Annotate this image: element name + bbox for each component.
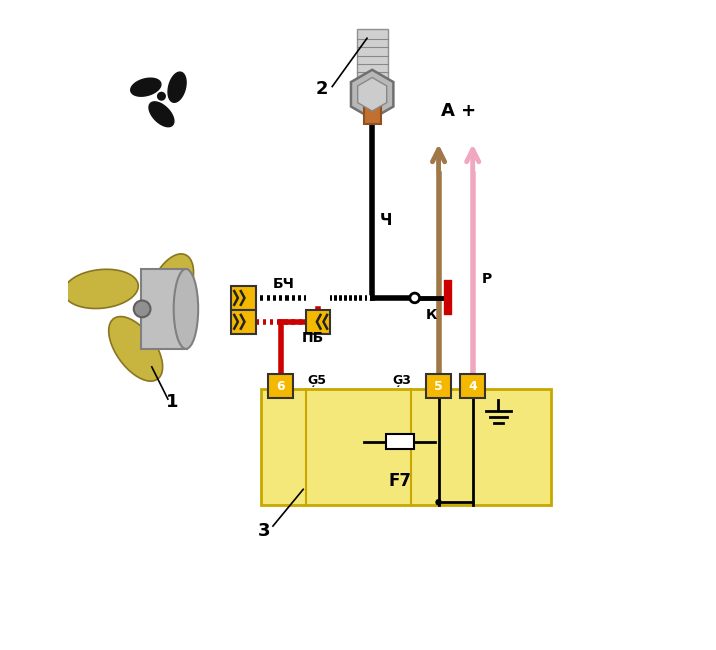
Text: 3: 3 — [258, 523, 271, 540]
Polygon shape — [64, 269, 138, 309]
Circle shape — [157, 92, 166, 101]
Bar — [261, 389, 551, 506]
Text: 4: 4 — [468, 380, 477, 393]
Text: F7: F7 — [388, 472, 412, 490]
Text: 1: 1 — [166, 393, 179, 411]
Polygon shape — [149, 102, 174, 127]
Polygon shape — [168, 72, 186, 102]
Bar — [231, 286, 256, 310]
Polygon shape — [358, 77, 387, 111]
Text: 2: 2 — [316, 81, 328, 98]
Circle shape — [410, 293, 420, 303]
Text: ПБ: ПБ — [301, 332, 324, 345]
Bar — [306, 309, 330, 334]
Text: Ч: Ч — [380, 213, 392, 228]
Text: А +: А + — [440, 101, 475, 120]
Text: Р: Р — [482, 272, 492, 286]
Circle shape — [435, 499, 442, 506]
Polygon shape — [147, 254, 193, 324]
Polygon shape — [131, 78, 161, 96]
Polygon shape — [109, 317, 163, 381]
Bar — [357, 29, 387, 92]
Text: 6: 6 — [276, 380, 285, 393]
Text: Ģ5: Ģ5 — [308, 374, 326, 387]
Bar — [386, 434, 414, 449]
Bar — [426, 374, 451, 398]
Text: БЧ: БЧ — [273, 277, 295, 291]
Text: 5: 5 — [434, 380, 443, 393]
Bar — [460, 374, 485, 398]
Text: К: К — [426, 307, 437, 322]
Bar — [268, 374, 293, 398]
Bar — [364, 90, 381, 124]
Polygon shape — [351, 70, 393, 119]
Bar — [231, 309, 256, 334]
Text: Ģ3: Ģ3 — [393, 374, 412, 387]
Ellipse shape — [174, 269, 198, 349]
Bar — [141, 269, 187, 349]
Circle shape — [134, 300, 150, 317]
